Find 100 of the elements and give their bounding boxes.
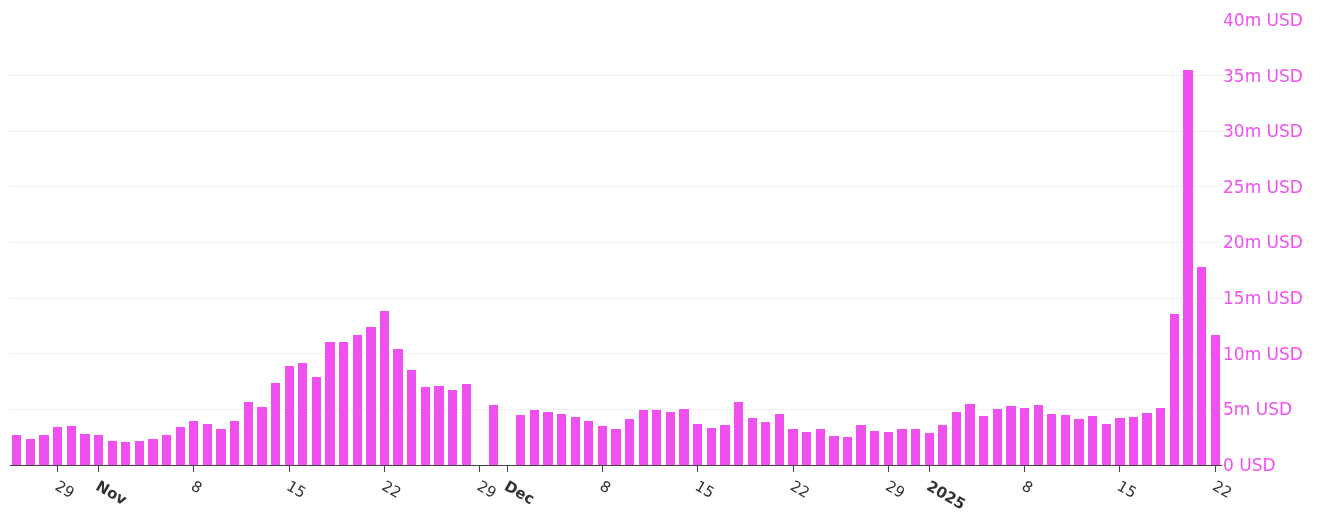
bar [897,429,907,465]
bar [80,434,90,465]
bar [979,416,988,465]
bar [1129,417,1138,465]
bar [189,421,198,465]
bar [666,412,675,465]
bar [489,405,498,465]
x-tick-label: Nov [92,476,131,509]
bar [1061,415,1070,465]
bar [993,409,1002,465]
y-tick-label: 30m USD [1223,121,1303,142]
y-tick-label: 0 USD [1223,454,1276,475]
x-tick-label: 8 [1018,476,1037,498]
bar [1074,419,1084,465]
bar [884,432,893,465]
bar [516,415,525,465]
bar [1197,267,1206,465]
bar [938,425,947,465]
bar [203,424,212,465]
x-tick-label: 22 [1209,476,1235,503]
x-tick-label: 29 [882,476,909,503]
bar [53,427,62,465]
bar [829,436,839,465]
bar [285,366,294,465]
x-tick-label: 8 [188,476,206,498]
bar [1034,405,1043,465]
y-tick-label: 35m USD [1223,65,1303,86]
bar [952,412,961,465]
bar [244,402,253,465]
bar [748,418,757,465]
bar [530,410,539,465]
bar [339,342,348,465]
x-tick-label: 29 [474,476,500,503]
bar [108,441,117,465]
bar [625,419,634,465]
x-tick-label: 29 [51,476,78,503]
bar [652,410,661,465]
bar [325,342,335,465]
bar [557,414,566,465]
y-tick-label: 20m USD [1223,232,1303,253]
bar [148,439,158,465]
bar [1020,408,1029,465]
bar [611,429,621,465]
x-tick-label: 15 [1114,476,1140,503]
bar [67,426,76,465]
bar [257,407,267,465]
bar [421,387,430,465]
bar [761,422,770,465]
bar [366,327,376,465]
bar [775,414,784,465]
bar [26,439,35,465]
bar [312,377,321,465]
x-tick-label: 15 [691,476,718,503]
bar [679,409,689,465]
bar [543,412,553,465]
bar [856,425,866,465]
bar [1006,406,1016,465]
bar [1047,414,1056,465]
bar [707,428,716,465]
bar [162,435,171,465]
bar [788,429,798,465]
x-tick-label: 22 [787,476,813,503]
bar [121,442,130,465]
bar [393,349,403,465]
bar [353,335,362,465]
bar [407,370,416,465]
bar [12,435,21,465]
x-tick-label: 15 [283,476,309,503]
bar [1156,408,1165,465]
y-tick-label: 25m USD [1223,176,1303,197]
bar [1088,416,1097,465]
bar [843,437,852,465]
bar [94,435,103,465]
bar [1115,418,1125,465]
x-tick-label: 22 [378,476,405,503]
bar [448,390,457,465]
bar [176,427,185,465]
bar [870,431,879,465]
bar [135,441,144,465]
bar [1102,424,1111,465]
bar [216,429,226,465]
bar [911,429,920,465]
bar [271,383,280,465]
bar [584,421,593,465]
bar [693,424,702,465]
x-tick-label: Dec [501,476,538,509]
bar [298,363,307,465]
bar [598,426,607,465]
y-tick-label: 5m USD [1223,399,1293,420]
y-tick-label: 10m USD [1223,343,1303,364]
x-tick-label: 8 [596,476,614,498]
y-tick-label: 15m USD [1223,288,1303,309]
bar [571,417,580,465]
bar [802,432,811,465]
bar [734,402,743,465]
bar [462,384,471,465]
bar [965,404,975,465]
bar [434,386,444,465]
bar [1211,335,1220,465]
bar [230,421,239,465]
